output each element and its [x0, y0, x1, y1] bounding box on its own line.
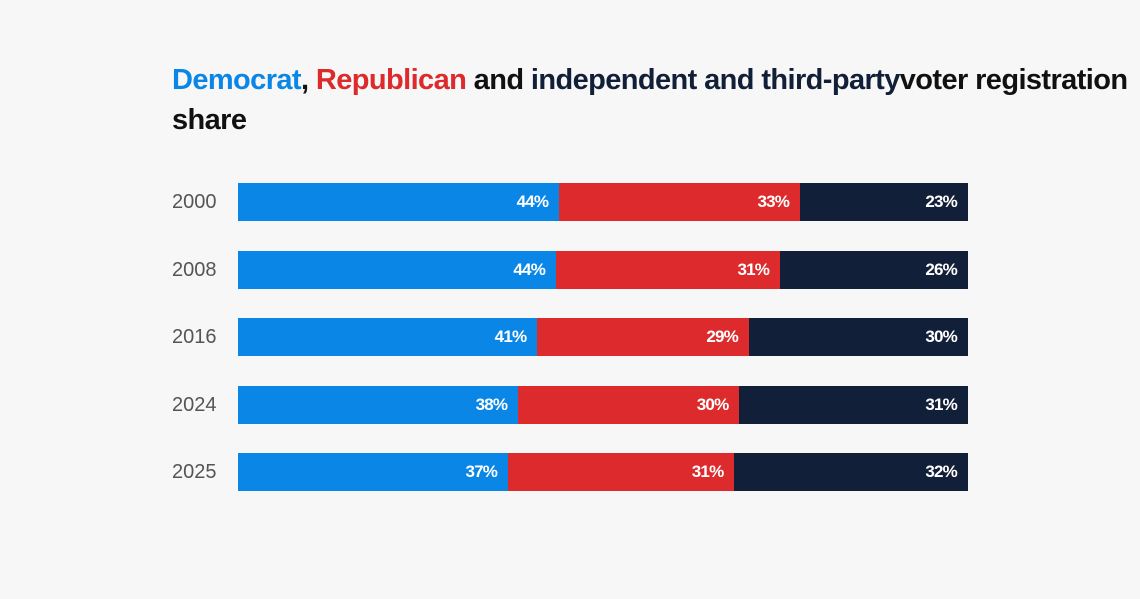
- bar-segment-democrat: 37%: [238, 453, 509, 491]
- data-label: 33%: [757, 192, 790, 211]
- data-label: 44%: [513, 259, 546, 279]
- title-part: ,: [300, 64, 316, 96]
- bar-row-2000: 44% 33% 23%: [238, 183, 968, 221]
- bar-row-2024: 38% 30% 31%: [238, 385, 968, 424]
- bar-segment-democrat: 44%: [238, 183, 560, 221]
- category-label: 2008: [172, 258, 217, 281]
- bar-segment-republican: 29%: [537, 318, 749, 356]
- bar-segment-independent: 32%: [734, 453, 968, 491]
- data-label: 31%: [737, 259, 770, 279]
- bar-segment-independent: 23%: [800, 183, 968, 221]
- bar-segment-democrat: 41%: [238, 318, 538, 356]
- bar-segment-republican: 30%: [518, 385, 740, 424]
- title-part: Democrat: [172, 64, 302, 96]
- bar-segment-democrat: 38%: [238, 385, 519, 424]
- data-label: 31%: [925, 394, 957, 414]
- data-label: 38%: [475, 394, 508, 414]
- bar-segment-independent: 31%: [739, 385, 968, 424]
- category-label: 2025: [172, 461, 217, 483]
- bar-segment-independent: 30%: [748, 318, 968, 356]
- data-label: 37%: [465, 462, 498, 481]
- chart-title: Democrat, Republican and independent and…: [172, 60, 1140, 140]
- bar-segment-democrat: 44%: [238, 250, 557, 289]
- title-part: voter registration share: [172, 64, 1128, 136]
- data-label: 32%: [925, 462, 957, 481]
- data-label: 26%: [925, 259, 957, 279]
- category-label: 2024: [172, 393, 217, 416]
- category-label: 2000: [172, 191, 217, 213]
- bar-row-2016: 41% 29% 30%: [238, 318, 968, 356]
- bar-segment-republican: 31%: [556, 250, 781, 289]
- bar-segment-republican: 31%: [508, 453, 735, 491]
- data-label: 44%: [516, 192, 549, 211]
- data-label: 31%: [691, 462, 724, 481]
- title-part: Republican: [315, 64, 467, 96]
- data-label: 30%: [696, 394, 729, 414]
- title-part: independent and third-party: [530, 64, 900, 96]
- category-label: 2016: [172, 326, 217, 348]
- data-label: 30%: [925, 327, 957, 346]
- data-label: 23%: [925, 192, 957, 211]
- bar-segment-republican: 33%: [559, 183, 801, 221]
- data-label: 41%: [494, 327, 527, 346]
- title-part: and: [466, 64, 531, 96]
- bar-segment-independent: 26%: [780, 250, 968, 289]
- data-label: 29%: [706, 327, 738, 346]
- bar-row-2025: 37% 31% 32%: [238, 453, 968, 491]
- bar-row-2008: 44% 31% 26%: [238, 250, 968, 289]
